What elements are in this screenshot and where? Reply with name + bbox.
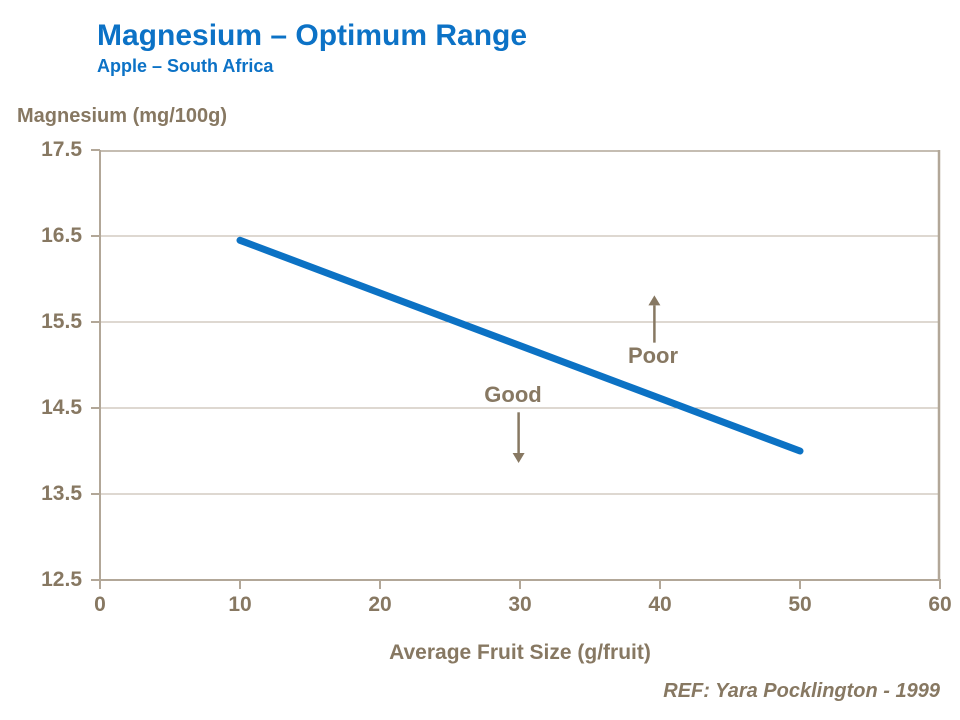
x-tick-label: 40 xyxy=(648,593,672,616)
data-line xyxy=(236,236,804,455)
annotation-arrowhead-icon xyxy=(512,453,525,464)
x-tick-label: 20 xyxy=(368,593,392,616)
annotation-arrowhead-icon xyxy=(648,295,661,306)
x-tick-label: 50 xyxy=(788,593,812,616)
page-title: Magnesium – Optimum Range xyxy=(97,19,528,52)
x-axis-title: Average Fruit Size (g/fruit) xyxy=(389,641,651,664)
y-tick-label: 16.5 xyxy=(41,224,82,247)
y-tick-label: 15.5 xyxy=(41,310,82,333)
annotation-label: Poor xyxy=(627,343,679,369)
x-tick-label: 30 xyxy=(508,593,532,616)
x-tick-label: 0 xyxy=(94,593,106,616)
x-tick-label: 10 xyxy=(228,593,252,616)
annotation-label: Good xyxy=(484,382,542,408)
footer-reference: REF: Yara Pocklington - 1999 xyxy=(663,680,940,702)
x-tick-label: 60 xyxy=(928,593,952,616)
y-tick-label: 14.5 xyxy=(41,396,82,419)
y-tick-label: 17.5 xyxy=(41,138,82,161)
y-tick-label: 12.5 xyxy=(41,568,82,591)
y-axis-title: Magnesium (mg/100g) xyxy=(17,105,228,127)
page-subtitle: Apple – South Africa xyxy=(97,56,274,76)
y-tick-label: 13.5 xyxy=(41,482,82,505)
